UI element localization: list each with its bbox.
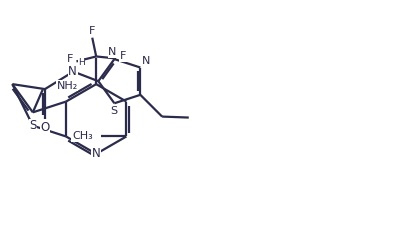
Text: NH₂: NH₂ xyxy=(57,81,78,91)
Text: S: S xyxy=(110,106,117,116)
Text: CH₃: CH₃ xyxy=(72,131,93,141)
Text: F: F xyxy=(67,54,74,64)
Text: N: N xyxy=(92,147,101,161)
Text: N: N xyxy=(68,65,77,78)
Text: F: F xyxy=(89,26,96,36)
Text: O: O xyxy=(40,121,50,134)
Text: F: F xyxy=(120,52,126,61)
Text: N: N xyxy=(108,47,117,57)
Text: N: N xyxy=(142,56,150,66)
Text: S: S xyxy=(29,119,37,132)
Text: H: H xyxy=(78,58,85,67)
